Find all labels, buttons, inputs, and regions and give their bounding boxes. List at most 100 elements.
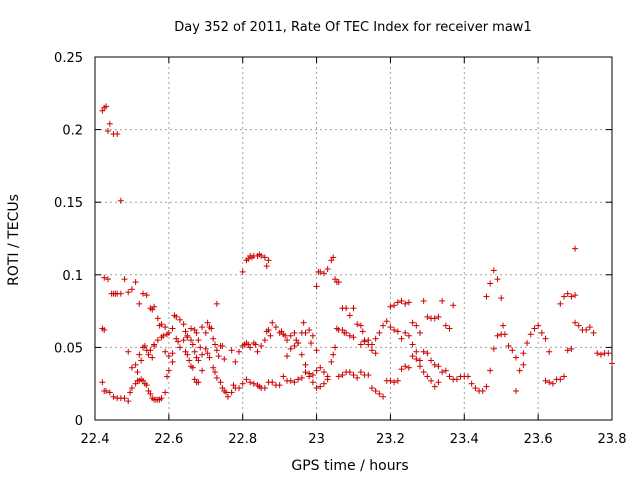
data-point — [435, 313, 442, 320]
data-point — [195, 357, 202, 364]
data-point — [330, 351, 337, 358]
data-point — [405, 364, 412, 371]
data-point — [424, 313, 431, 320]
data-point — [176, 344, 183, 351]
data-point — [106, 389, 113, 396]
data-point — [546, 379, 553, 386]
data-point — [180, 321, 187, 328]
data-point — [298, 374, 305, 381]
data-point — [291, 329, 298, 336]
data-point — [186, 357, 193, 364]
data-point — [162, 389, 169, 396]
data-point — [136, 300, 143, 307]
data-point — [402, 329, 409, 336]
data-point — [512, 354, 519, 361]
data-point — [295, 376, 302, 383]
data-point — [416, 363, 423, 370]
data-point — [332, 344, 339, 351]
data-point — [287, 332, 294, 339]
data-point — [204, 319, 211, 326]
data-point — [224, 393, 231, 400]
data-point — [446, 373, 453, 380]
data-point — [149, 354, 156, 361]
data-point — [605, 350, 612, 357]
data-point — [158, 321, 165, 328]
data-point — [284, 337, 291, 344]
data-point — [160, 332, 167, 339]
data-point — [357, 369, 364, 376]
data-point — [343, 305, 350, 312]
data-point — [420, 348, 427, 355]
data-point — [104, 276, 111, 283]
data-point — [609, 360, 615, 367]
data-point — [446, 325, 453, 332]
data-point — [117, 197, 124, 204]
data-point — [402, 363, 409, 370]
data-point — [302, 329, 309, 336]
data-point — [313, 347, 320, 354]
data-point — [501, 331, 508, 338]
data-point — [350, 334, 357, 341]
data-point — [328, 358, 335, 365]
data-point — [162, 348, 169, 355]
data-point — [151, 341, 158, 348]
data-point — [263, 263, 270, 270]
data-point — [372, 335, 379, 342]
data-point — [151, 303, 158, 310]
data-point — [195, 379, 202, 386]
y-tick-label: 0.15 — [54, 196, 83, 211]
data-point — [368, 341, 375, 348]
data-point — [291, 379, 298, 386]
data-point — [346, 332, 353, 339]
data-point — [309, 379, 316, 386]
data-point — [300, 319, 307, 326]
data-point — [199, 351, 206, 358]
data-point — [269, 319, 276, 326]
data-point — [154, 337, 161, 344]
data-point — [261, 385, 268, 392]
data-point — [206, 354, 213, 361]
data-point — [398, 297, 405, 304]
data-point — [169, 350, 176, 357]
data-point — [330, 254, 337, 261]
data-point — [204, 350, 211, 357]
data-point — [134, 369, 141, 376]
data-point — [193, 329, 200, 336]
data-point — [154, 315, 161, 322]
data-point — [306, 326, 313, 333]
x-tick-label: 22.6 — [154, 432, 183, 447]
data-point — [572, 319, 579, 326]
data-point — [424, 373, 431, 380]
data-point — [250, 380, 257, 387]
data-point — [252, 341, 259, 348]
data-point — [306, 373, 313, 380]
data-point — [103, 387, 110, 394]
data-point — [398, 366, 405, 373]
data-point — [531, 325, 538, 332]
data-point — [431, 315, 438, 322]
data-point — [313, 385, 320, 392]
data-point — [472, 385, 479, 392]
data-point — [490, 267, 497, 274]
data-point — [405, 332, 412, 339]
data-point — [228, 389, 235, 396]
data-point — [232, 358, 239, 365]
data-point — [391, 302, 398, 309]
data-point — [258, 342, 265, 349]
data-point — [236, 348, 243, 355]
data-point — [261, 337, 268, 344]
data-point — [267, 332, 274, 339]
data-point — [450, 302, 457, 309]
data-point — [298, 351, 305, 358]
data-point — [213, 374, 220, 381]
data-point — [217, 379, 224, 386]
data-point — [291, 342, 298, 349]
data-point — [125, 289, 132, 296]
data-point — [453, 376, 460, 383]
data-point — [357, 341, 364, 348]
data-point — [147, 347, 154, 354]
data-point — [568, 293, 575, 300]
data-point — [409, 319, 416, 326]
data-point — [490, 345, 497, 352]
